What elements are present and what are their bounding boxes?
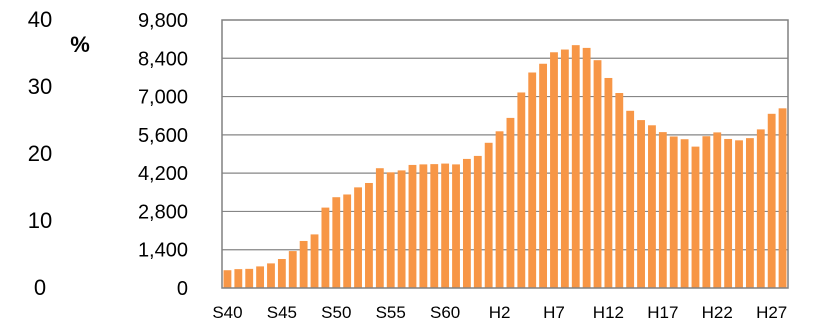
bar-H9: [571, 45, 580, 289]
bar-H18: [669, 136, 678, 288]
x-axis-ticks: S40 S45 S50 S55 S60 H2 H7 H12 H17 H22 H27: [212, 303, 787, 322]
percent-tick-label: 20: [28, 141, 52, 166]
primary-y-tick-label: 8,400: [138, 48, 188, 70]
bar-H17: [658, 132, 667, 288]
bar-S48: [310, 234, 319, 288]
primary-y-tick-label: 7,000: [138, 87, 188, 109]
bar-H5: [528, 72, 537, 288]
bar-H26: [756, 129, 765, 288]
primary-y-tick-label: 4,200: [138, 163, 188, 185]
bar-H3: [506, 117, 515, 288]
x-tick-label: H22: [702, 303, 733, 322]
bar-S42: [245, 268, 254, 288]
bar-S61: [452, 164, 460, 288]
bar-H11: [593, 60, 602, 289]
bar-H2: [495, 131, 504, 288]
bar-H28: [778, 108, 787, 288]
x-tick-label: S60: [430, 303, 460, 322]
bar-H1: [484, 142, 493, 288]
bar-S56: [397, 170, 406, 288]
bar-H14: [626, 110, 635, 288]
primary-y-tick-label: 9,800: [138, 10, 188, 32]
bar-H19: [680, 139, 689, 288]
bar-H4: [517, 92, 526, 288]
bar-S40: [223, 270, 232, 288]
percent-tick-label: 40: [28, 7, 52, 32]
bar-S62: [462, 158, 471, 288]
bar-S57: [408, 164, 417, 288]
bar-S51: [343, 194, 352, 288]
percent-tick-label: 0: [34, 275, 46, 300]
bar-S43: [256, 266, 265, 288]
x-tick-label: H17: [647, 303, 678, 322]
bar-S54: [375, 168, 384, 288]
bar-S49: [321, 207, 330, 288]
x-tick-label: S45: [267, 303, 297, 322]
x-tick-label: S50: [321, 303, 351, 322]
bar-H16: [648, 125, 656, 289]
bar-H10: [582, 47, 591, 289]
bar-S47: [299, 240, 308, 288]
bar-H22: [713, 132, 722, 288]
bar-S58: [419, 164, 428, 288]
x-tick-label: S55: [376, 303, 406, 322]
percent-axis-unit: %: [70, 32, 90, 57]
x-tick-label: H27: [756, 303, 787, 322]
bar-S55: [386, 172, 395, 288]
percent-tick-label: 30: [28, 74, 52, 99]
bar-S59: [430, 164, 439, 288]
bar-S45: [277, 259, 286, 288]
primary-y-tick-label: 0: [177, 278, 188, 300]
bar-S53: [365, 182, 373, 288]
bar-H25: [745, 138, 754, 288]
primary-y-axis-ticks: 0 1,400 2,800 4,200 5,600 7,000 8,400 9,800: [138, 10, 188, 300]
x-tick-label: H7: [543, 303, 565, 322]
primary-y-tick-label: 2,800: [138, 201, 188, 223]
bar-S41: [234, 269, 243, 288]
x-tick-label: H2: [489, 303, 511, 322]
bar-S46: [288, 251, 297, 288]
bar-H24: [735, 140, 743, 288]
bar-S60: [441, 163, 450, 288]
bar-H20: [691, 146, 700, 288]
bar-H7: [550, 52, 558, 289]
bar-H23: [724, 138, 733, 288]
percent-axis-ticks: 0 10 20 30 40: [28, 7, 52, 300]
bar-S50: [332, 197, 341, 288]
percent-tick-label: 10: [28, 208, 52, 233]
primary-y-tick-label: 1,400: [138, 240, 188, 262]
bar-S52: [354, 187, 362, 288]
bar-H8: [560, 49, 569, 288]
bar-H15: [637, 120, 645, 288]
bar-H13: [615, 93, 624, 288]
bar-H21: [702, 136, 711, 288]
x-tick-label: H12: [593, 303, 624, 322]
bar-H6: [539, 63, 548, 289]
bar-S44: [267, 263, 275, 288]
bar-S63: [473, 155, 482, 288]
primary-y-tick-label: 5,600: [138, 125, 188, 147]
plot-border: [221, 19, 789, 289]
bar-H12: [604, 77, 613, 288]
x-tick-label: S40: [212, 303, 242, 322]
bar-H27: [767, 113, 776, 288]
bars: [223, 45, 787, 289]
